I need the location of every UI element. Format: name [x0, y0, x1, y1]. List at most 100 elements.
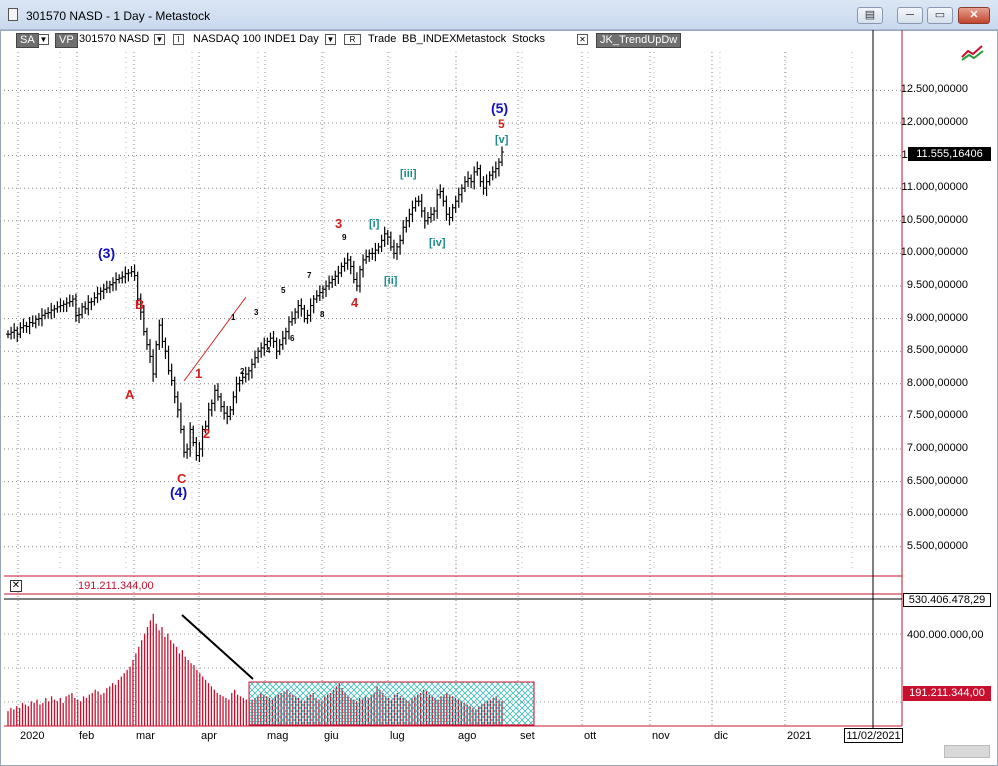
symbol-dropdown[interactable]: ▼ — [154, 33, 165, 45]
minimize-button[interactable]: ─ — [897, 7, 923, 24]
stocks-label: Stocks — [512, 33, 546, 45]
indicator-close[interactable]: ✕ — [577, 33, 588, 45]
ohlc-bar — [382, 226, 387, 247]
wave-label-m9: 9 — [342, 233, 347, 242]
month-label: 2021 — [787, 730, 812, 742]
trend-icon[interactable] — [960, 43, 986, 61]
ohlc-bar — [212, 384, 217, 412]
title-bar[interactable]: 301570 NASD - 1 Day - Metastock ▤ ─ ▭ ✕ — [0, 0, 998, 30]
ohlc-bar — [160, 317, 165, 348]
ohlc-bar — [268, 332, 273, 347]
ohlc-bar — [490, 166, 495, 181]
period-dropdown[interactable]: ▼ — [325, 33, 336, 45]
ohlc-bar — [305, 309, 310, 324]
ohlc-bar — [453, 195, 458, 213]
ohlc-bar — [52, 304, 57, 318]
ohlc-bar — [283, 327, 288, 345]
price-axis-tick: 6.500,00000 — [906, 474, 968, 487]
ohlc-bar — [330, 275, 335, 288]
price-axis-tick: 8.000,00000 — [906, 376, 968, 389]
ohlc-bar — [123, 266, 128, 284]
ohlc-bar — [228, 405, 233, 421]
sa-dropdown[interactable]: ▼ — [38, 33, 49, 45]
month-label: nov — [652, 730, 670, 742]
indicator-label[interactable]: JK_TrendUpDw — [596, 33, 682, 48]
ohlc-bar — [256, 347, 261, 363]
ohlc-bar — [398, 234, 403, 255]
bb-index-label: BB_INDEX — [402, 33, 457, 45]
chevron-down-icon: ▼ — [325, 33, 336, 45]
index-toggle[interactable]: I — [173, 33, 184, 45]
ohlc-bar — [126, 269, 131, 282]
wave-label-iv: [iv] — [429, 237, 446, 249]
ohlc-bar — [36, 313, 41, 326]
ohlc-bar — [80, 302, 85, 319]
ohlc-bar — [314, 290, 319, 303]
wave-label-r5: 5 — [498, 117, 505, 131]
panel-separators — [4, 30, 903, 742]
cursor-volume-badge: 530.406.478,29 — [903, 593, 991, 607]
close-button[interactable]: ✕ — [958, 7, 990, 24]
ohlc-bar — [83, 301, 88, 315]
r-toggle-label: R — [344, 33, 361, 45]
ohlc-bar — [110, 277, 115, 292]
ohlc-bar — [472, 166, 477, 190]
chart-toolbar: SA ▼ VP 301570 NASD ▼ I NASDAQ 100 INDE … — [0, 30, 998, 50]
wave-label-m4: 4 — [266, 346, 271, 355]
price-axis-tick: 6.000,00000 — [906, 507, 968, 520]
properties-button[interactable]: ▤ — [857, 7, 883, 24]
ohlc-bar — [70, 295, 75, 307]
month-label: set — [520, 730, 535, 742]
horizontal-scrollbar[interactable] — [944, 745, 990, 758]
ohlc-bar — [432, 207, 437, 221]
month-label: dic — [714, 730, 729, 742]
r-toggle[interactable]: R — [344, 33, 361, 45]
ohlc-bar — [225, 405, 230, 425]
volume-value-label: 191.211.344,00 — [78, 580, 154, 592]
wave-label-i: [i] — [369, 218, 380, 230]
vp-button[interactable]: VP — [55, 33, 78, 48]
wave-trend-line — [183, 296, 247, 382]
ohlc-bar — [67, 294, 72, 307]
ohlc-bar — [259, 342, 264, 358]
ohlc-bar — [435, 189, 440, 219]
ohlc-bar — [466, 171, 471, 187]
ohlc-bar — [49, 302, 54, 320]
ohlc-bar — [493, 161, 498, 179]
cursor-date-badge: 11/02/2021 — [844, 728, 903, 743]
price-axis-tick: 7.500,00000 — [906, 409, 968, 422]
month-label: ott — [584, 730, 597, 742]
ohlc-bar — [9, 326, 14, 340]
ohlc-bar — [302, 304, 307, 323]
ohlc-bar — [425, 211, 430, 225]
ohlc-bar — [178, 402, 183, 434]
ohlc-bar — [246, 366, 251, 381]
price-axis-tick: 9.500,00000 — [906, 279, 968, 291]
ohlc-bar — [308, 298, 313, 322]
wave-label-r1: 1 — [195, 366, 203, 381]
maximize-button[interactable]: ▭ — [927, 7, 953, 24]
period-label: 1 Day — [290, 33, 319, 45]
ohlc-bar — [114, 272, 119, 291]
chevron-down-icon: ▼ — [38, 33, 49, 45]
ohlc-bar — [18, 322, 23, 339]
ohlc-bar — [107, 280, 112, 294]
volume-range-box — [248, 681, 535, 726]
ohlc-bar — [293, 308, 298, 324]
ohlc-bar — [222, 401, 227, 420]
wave-label-m8: 8 — [320, 310, 325, 319]
wave-label-m3: 3 — [254, 308, 259, 317]
volume-close-icon[interactable]: ✕ — [10, 580, 22, 592]
ohlc-bar — [61, 300, 66, 313]
ohlc-bar — [231, 391, 236, 416]
wave-label-a: A — [125, 387, 135, 402]
ohlc-bar — [339, 262, 344, 277]
ohlc-bar — [175, 391, 180, 418]
wave-label-3: (3) — [98, 245, 116, 261]
wave-label-c: C — [177, 471, 187, 486]
ohlc-bar — [299, 298, 304, 317]
ohlc-bar — [151, 349, 156, 382]
price-axis-tick: 5.500,00000 — [906, 539, 968, 552]
symbol-label: 301570 NASD — [79, 33, 150, 45]
